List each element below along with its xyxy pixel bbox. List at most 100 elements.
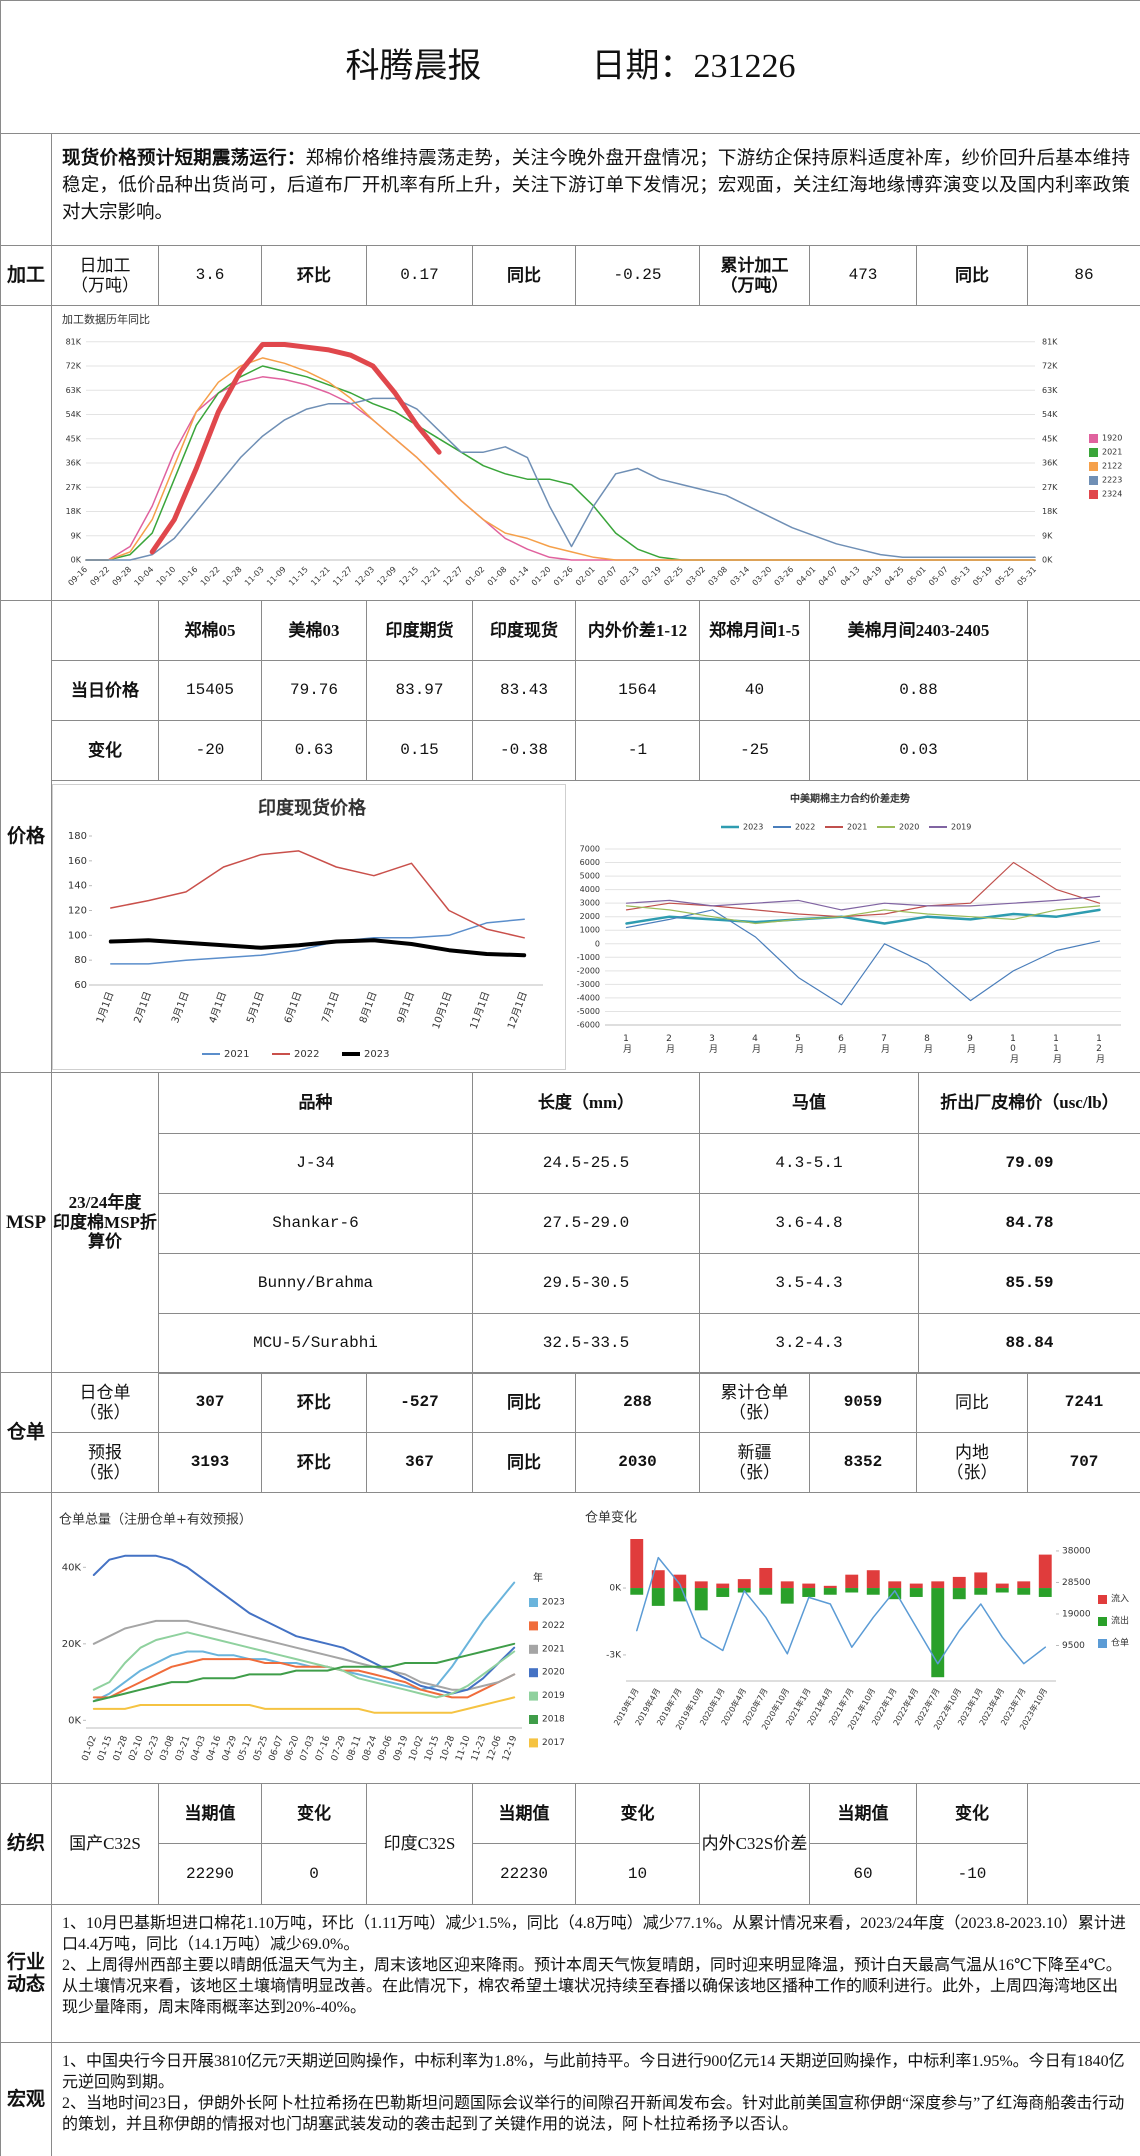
paragraph: 1、中国央行今日开展3810亿元7天期逆回购操作，中标利率为1.8%，与此前持平… bbox=[62, 2053, 1125, 2091]
y-tick-label: 3000 bbox=[580, 899, 600, 908]
table-cell: -527 bbox=[366, 1372, 473, 1433]
table-cell: 86 bbox=[1027, 245, 1140, 306]
x-tick-label: 9月 bbox=[965, 1034, 976, 1054]
table-cell: 3.6-4.8 bbox=[699, 1193, 919, 1254]
bar bbox=[931, 1581, 945, 1589]
legend-swatch bbox=[529, 1598, 538, 1607]
table-header: 郑棉05 bbox=[158, 600, 262, 661]
section-label-text: 宏观 bbox=[6, 2088, 45, 2110]
table-cell: 0 bbox=[261, 1843, 367, 1905]
y-tick-label: 4000 bbox=[580, 885, 600, 894]
table-header: 当期值 bbox=[158, 1783, 262, 1844]
y-tick-label: 9K bbox=[71, 531, 82, 540]
table-cell: 79.09 bbox=[918, 1133, 1140, 1194]
y-tick-label: -1000 bbox=[577, 953, 600, 962]
table-cell-text: 3.6-4.8 bbox=[775, 1214, 843, 1233]
table-cell-text: 同比 bbox=[955, 1392, 989, 1412]
bar bbox=[823, 1585, 837, 1589]
x-tick-label: 11-27 bbox=[331, 565, 354, 588]
bar bbox=[909, 1588, 923, 1597]
row-label: 当日价格 bbox=[51, 660, 159, 721]
section-label: 宏观 bbox=[0, 2042, 52, 2156]
series-line bbox=[110, 918, 525, 965]
table-cell-text: 83.97 bbox=[395, 681, 444, 700]
table-cell: 29.5-30.5 bbox=[472, 1253, 700, 1314]
y-tick-label: 28500 bbox=[1062, 1578, 1091, 1588]
bar bbox=[630, 1588, 644, 1595]
table-cell-text: 4.3-5.1 bbox=[775, 1154, 843, 1173]
legend-title: 年 bbox=[533, 1571, 543, 1584]
x-tick-label: 10-04 bbox=[133, 565, 156, 588]
table-header: 变化 bbox=[575, 1783, 700, 1844]
table-cell: 0.03 bbox=[809, 720, 1028, 781]
table-cell-text: 473 bbox=[848, 266, 878, 285]
y-tick-label: 18K bbox=[1042, 507, 1058, 516]
chart-title: 仓单变化 bbox=[585, 1510, 637, 1526]
legend-label: 2223 bbox=[1102, 476, 1122, 485]
legend-label: 2021 bbox=[847, 823, 867, 832]
x-tick-label: 02-25 bbox=[662, 565, 685, 588]
bar bbox=[866, 1570, 880, 1589]
bar bbox=[802, 1588, 816, 1597]
section-label-text: 行业 动态 bbox=[6, 1951, 45, 1995]
table-cell: 日加工 （万吨） bbox=[51, 245, 159, 306]
table-cell-text: Bunny/Brahma bbox=[257, 1274, 374, 1293]
bar bbox=[759, 1588, 773, 1595]
table-header-text: 美棉03 bbox=[288, 620, 340, 640]
table-cell-text: 同比 bbox=[507, 1392, 541, 1412]
bar bbox=[716, 1588, 730, 1597]
table-header-text: 品种 bbox=[298, 1093, 333, 1113]
x-tick-label: 01-02 bbox=[464, 565, 487, 588]
table-cell: 32.5-33.5 bbox=[472, 1313, 700, 1374]
table-cell-text: 3.5-4.3 bbox=[775, 1274, 843, 1293]
bar bbox=[952, 1588, 966, 1600]
table-cell-text: 0 bbox=[309, 1864, 319, 1883]
table-cell: 0.15 bbox=[366, 720, 473, 781]
legend-label: 2019 bbox=[951, 823, 971, 832]
table-cell: 473 bbox=[809, 245, 917, 306]
legend-swatch bbox=[529, 1715, 538, 1724]
bar bbox=[952, 1576, 966, 1589]
table-cell: 累计加工 （万吨） bbox=[699, 245, 810, 306]
table-header: 当期值 bbox=[809, 1783, 917, 1844]
x-tick-label: 8月 bbox=[922, 1034, 933, 1054]
x-tick-label: 03-26 bbox=[773, 565, 796, 588]
x-tick-label: 05-31 bbox=[1015, 565, 1038, 588]
bar bbox=[1038, 1554, 1052, 1589]
table-cell: 83.43 bbox=[472, 660, 576, 721]
table-header: 印度期货 bbox=[366, 600, 473, 661]
blank-cell bbox=[0, 133, 52, 246]
x-tick-label: 12-27 bbox=[442, 565, 465, 588]
y-tick-label: 9500 bbox=[1062, 1641, 1085, 1651]
table-header: 美棉月间2403-2405 bbox=[809, 600, 1028, 661]
x-tick-label: 05-13 bbox=[949, 565, 972, 588]
y-tick-label: 27K bbox=[1042, 483, 1058, 492]
x-tick-label: 10-16 bbox=[177, 565, 200, 588]
legend-swatch bbox=[529, 1691, 538, 1701]
bar bbox=[694, 1581, 708, 1589]
table-cell-text: -0.25 bbox=[613, 266, 662, 285]
x-tick-label: 7月 bbox=[879, 1034, 890, 1054]
chart-frame bbox=[52, 784, 566, 1070]
table-cell: -0.38 bbox=[472, 720, 576, 781]
x-tick-label: 11-15 bbox=[287, 565, 310, 588]
bar bbox=[995, 1588, 1009, 1593]
y-tick-label: 0K bbox=[1042, 556, 1053, 565]
y-tick-label: 1000 bbox=[580, 926, 600, 935]
bar bbox=[995, 1583, 1009, 1589]
table-cell-text: 9059 bbox=[843, 1393, 883, 1412]
table-cell: 同比 bbox=[472, 1372, 576, 1433]
report-title: 科腾晨报 bbox=[345, 48, 482, 86]
x-tick-label: 12-19 bbox=[501, 1734, 519, 1762]
summary-lead: 现货价格预计短期震荡运行： bbox=[62, 149, 306, 169]
series-line bbox=[636, 1556, 1047, 1665]
bar bbox=[845, 1574, 859, 1589]
table-cell-text: 日加工 （万吨） bbox=[71, 255, 139, 295]
table-cell-text: 24.5-25.5 bbox=[542, 1154, 630, 1173]
table-cell-text: 0.17 bbox=[400, 266, 439, 285]
table-header: 折出厂皮棉价（usc/lb） bbox=[918, 1072, 1140, 1134]
y-tick-label: 100 bbox=[68, 930, 87, 941]
table-cell-text: 32.5-33.5 bbox=[542, 1334, 630, 1353]
table-header: 变化 bbox=[916, 1783, 1028, 1844]
section-label-text: 纺织 bbox=[6, 1833, 45, 1855]
